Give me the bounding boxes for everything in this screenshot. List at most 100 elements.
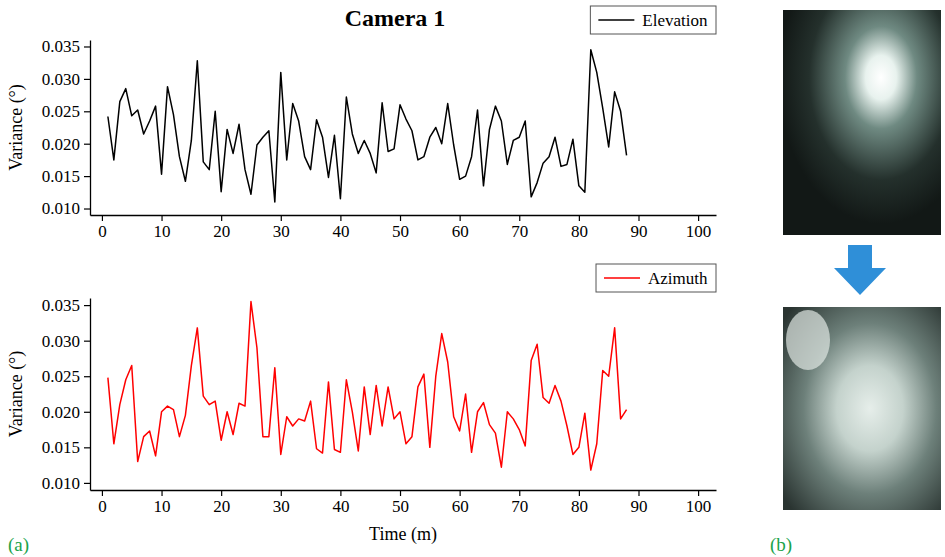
x-tick-label: 10 (154, 497, 171, 516)
x-tick-label: 70 (511, 222, 528, 241)
y-tick: 0.010 (42, 474, 90, 493)
y-tick: 0.020 (42, 403, 90, 422)
legend-item: Azimuth (604, 269, 708, 288)
figure: 01020304050607080901000.0100.0150.0200.0… (0, 0, 945, 557)
x-tick-label: 50 (392, 497, 409, 516)
x-tick-mark (102, 490, 103, 496)
x-tick-mark (161, 490, 162, 496)
x-axis-title: Time (m) (369, 524, 437, 545)
y-tick-mark (84, 79, 90, 80)
legend-label: Azimuth (648, 269, 708, 288)
x-tick-label: 30 (273, 497, 290, 516)
x-tick: 20 (213, 215, 230, 241)
x-tick: 90 (630, 215, 647, 241)
legend-swatch (604, 277, 640, 279)
legend-box (590, 6, 716, 34)
x-tick-mark (638, 215, 639, 221)
x-tick-mark (638, 490, 639, 496)
y-tick-mark (84, 483, 90, 484)
y-tick-mark (84, 341, 90, 342)
image-panel (783, 10, 941, 510)
y-tick: 0.010 (42, 199, 90, 218)
y-tick-mark (84, 208, 90, 209)
x-tick: 0 (98, 490, 107, 516)
plot-area (108, 302, 627, 471)
x-tick-label: 90 (630, 497, 647, 516)
y-tick-mark (84, 144, 90, 145)
x-tick: 50 (392, 490, 409, 516)
x-tick: 60 (452, 490, 469, 516)
x-tick: 50 (392, 215, 409, 241)
y-tick: 0.030 (42, 70, 90, 89)
y-tick-label: 0.020 (42, 403, 80, 422)
x-tick: 40 (332, 490, 349, 516)
y-tick: 0.035 (42, 37, 90, 56)
y-tick: 0.015 (42, 167, 90, 186)
camera-image (783, 10, 941, 235)
x-tick-label: 40 (332, 497, 349, 516)
legend-swatch (598, 19, 634, 21)
x-tick-label: 100 (686, 222, 712, 241)
y-tick-label: 0.010 (42, 199, 80, 218)
y-tick-mark (84, 376, 90, 377)
x-axis-line (91, 215, 717, 216)
y-axis-line (90, 299, 91, 491)
x-tick-mark (460, 215, 461, 221)
x-tick-label: 0 (98, 497, 107, 516)
x-tick-label: 70 (511, 497, 528, 516)
y-tick-label: 0.020 (42, 135, 80, 154)
y-tick-label: 0.035 (42, 37, 80, 56)
x-tick-mark (400, 490, 401, 496)
x-tick-mark (519, 215, 520, 221)
cloud (786, 310, 830, 370)
legend: Elevation (590, 6, 716, 34)
x-tick: 80 (571, 490, 588, 516)
x-tick-label: 30 (273, 222, 290, 241)
x-tick: 70 (511, 490, 528, 516)
x-tick-label: 100 (686, 497, 712, 516)
panel-label: (a) (8, 534, 29, 556)
chart-panel: 01020304050607080901000.0100.0150.0200.0… (6, 5, 717, 241)
x-tick-label: 0 (98, 222, 107, 241)
y-tick: 0.035 (42, 296, 90, 315)
y-axis-title: Variance (°) (6, 84, 27, 171)
x-tick: 30 (273, 215, 290, 241)
y-tick-mark (84, 447, 90, 448)
x-tick: 40 (332, 215, 349, 241)
x-tick-label: 40 (332, 222, 349, 241)
y-tick-mark (84, 412, 90, 413)
panel-label: (b) (770, 534, 792, 556)
x-tick-mark (102, 215, 103, 221)
x-tick-label: 10 (154, 222, 171, 241)
x-tick-mark (519, 490, 520, 496)
x-tick: 70 (511, 215, 528, 241)
chart-title: Camera 1 (345, 5, 446, 31)
x-tick-mark (221, 490, 222, 496)
x-tick-mark (698, 215, 699, 221)
y-tick-mark (84, 176, 90, 177)
y-tick-label: 0.035 (42, 296, 80, 315)
chart-panel: 01020304050607080901000.0100.0150.0200.0… (6, 264, 717, 545)
x-tick: 30 (273, 490, 290, 516)
y-tick-mark (84, 111, 90, 112)
x-tick-mark (579, 490, 580, 496)
data-line (108, 302, 627, 471)
x-tick-mark (340, 490, 341, 496)
x-tick-label: 50 (392, 222, 409, 241)
x-tick-label: 80 (571, 222, 588, 241)
legend-label: Elevation (642, 11, 708, 30)
x-tick-mark (579, 215, 580, 221)
y-axis-title: Variance (°) (6, 351, 27, 438)
x-tick-label: 20 (213, 497, 230, 516)
y-tick: 0.025 (42, 102, 90, 121)
y-tick-mark (84, 305, 90, 306)
x-tick-mark (340, 215, 341, 221)
x-tick-mark (161, 215, 162, 221)
x-axis-line (91, 490, 717, 491)
x-tick: 100 (686, 490, 712, 516)
y-tick-label: 0.010 (42, 474, 80, 493)
x-tick: 80 (571, 215, 588, 241)
x-tick-label: 60 (452, 497, 469, 516)
y-tick: 0.030 (42, 332, 90, 351)
x-tick: 100 (686, 215, 712, 241)
